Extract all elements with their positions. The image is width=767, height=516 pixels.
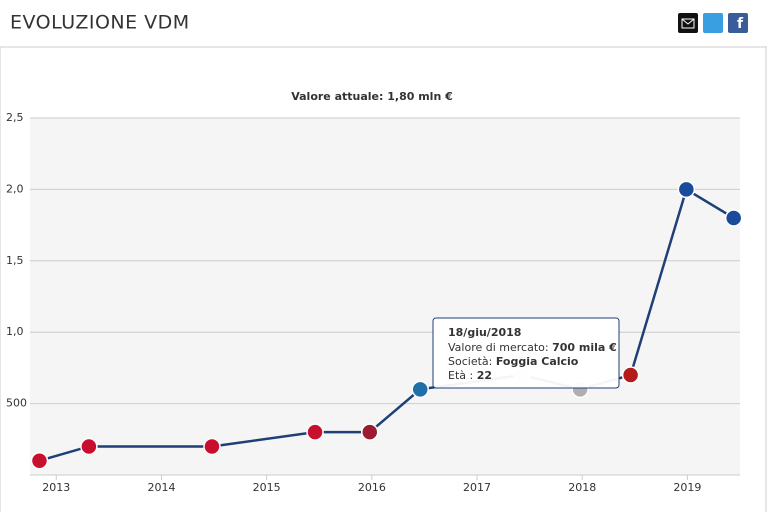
y-tick-label: 1,0	[6, 325, 24, 338]
chart-subtitle: Valore attuale: 1,80 mln €	[291, 90, 453, 103]
tooltip-label: Età :	[448, 369, 477, 382]
facebook-icon[interactable]	[728, 13, 748, 33]
tooltip-line: Società: Foggia Calcio	[448, 355, 579, 368]
point-marker	[306, 423, 324, 441]
facebook-glyph: f	[737, 16, 744, 32]
point-marker	[677, 180, 696, 199]
point-marker	[724, 209, 743, 227]
tooltip-line: Età : 22	[448, 369, 492, 382]
x-tick-label: 2014	[147, 481, 175, 494]
tooltip-date: 18/giu/2018	[448, 326, 521, 339]
x-tick-label: 2013	[42, 481, 70, 494]
tooltip: 18/giu/2018 Valore di mercato: 700 mila …	[432, 317, 620, 389]
tooltip-label: Società:	[448, 355, 496, 368]
tooltip-label: Valore di mercato:	[448, 341, 552, 354]
tooltip-club: Foggia Calcio	[496, 355, 579, 368]
mail-icon[interactable]	[678, 13, 698, 33]
share-icons[interactable]: f	[678, 13, 748, 33]
mail-glyph	[681, 18, 695, 29]
point-marker	[30, 451, 49, 470]
x-tick-label: 2016	[358, 481, 386, 494]
point-marker	[411, 380, 429, 399]
y-tick-label: 500	[6, 397, 27, 410]
x-tick-label: 2019	[673, 481, 701, 494]
plot-area	[30, 118, 740, 475]
x-tick-label: 2017	[463, 481, 491, 494]
y-tick-label: 1,5	[6, 254, 24, 267]
page-title: EVOLUZIONE VDM	[10, 12, 190, 34]
tooltip-age: 22	[477, 369, 492, 382]
point-marker	[621, 366, 640, 384]
x-tick-label: 2018	[568, 481, 596, 494]
x-tick-label: 2015	[253, 481, 281, 494]
point-marker	[360, 423, 379, 441]
tooltip-box	[432, 317, 620, 389]
tooltip-line: Valore di mercato: 700 mila €	[448, 341, 617, 354]
tooltip-value: 700 mila €	[552, 341, 617, 354]
point-marker	[203, 437, 221, 456]
point-marker	[80, 437, 98, 456]
y-tick-label: 2,5	[6, 111, 24, 124]
twitter-icon[interactable]	[703, 13, 723, 33]
y-tick-label: 2,0	[6, 182, 24, 195]
